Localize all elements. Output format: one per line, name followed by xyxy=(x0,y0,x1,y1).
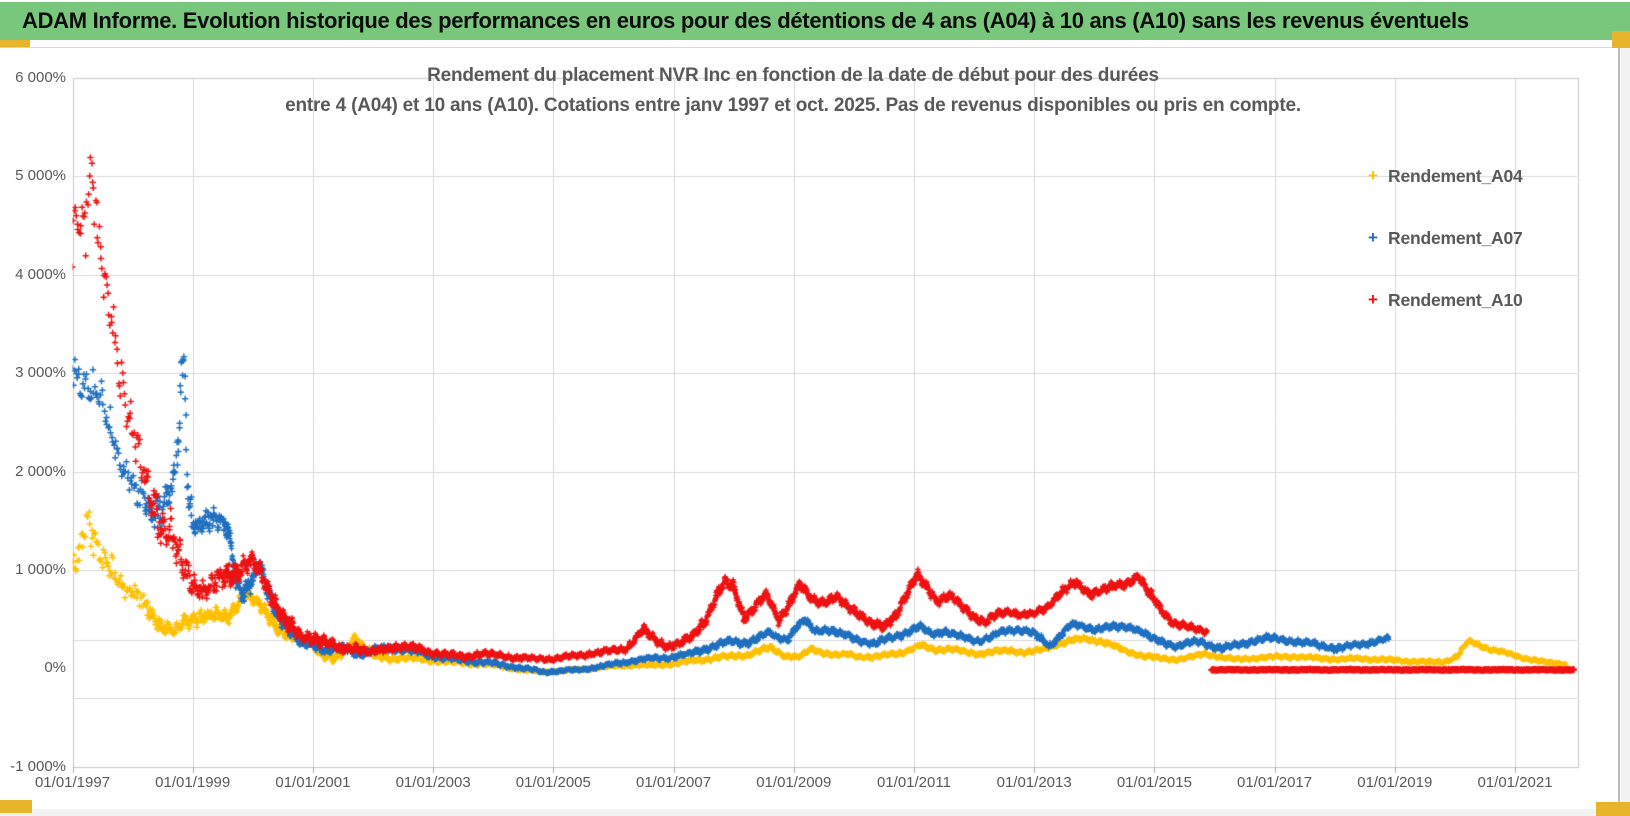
x-axis-tick-label: 01/01/2011 xyxy=(876,774,951,791)
chart-title: Rendement du placement NVR Inc en foncti… xyxy=(0,61,1586,121)
plus-marker-icon: + xyxy=(1368,290,1378,309)
y-axis-tick-label: 6 000% xyxy=(15,69,66,87)
x-axis-tick-label: 01/01/2007 xyxy=(635,774,712,791)
x-axis-tick-label: 01/01/2005 xyxy=(515,774,591,791)
x-axis-tick-label: 01/01/1997 xyxy=(34,774,111,791)
x-axis-tick-label: 01/01/2009 xyxy=(756,774,832,791)
x-axis-tick-label: 01/01/2003 xyxy=(395,774,471,791)
y-axis-tick-label: -1 000% xyxy=(10,757,66,775)
y-axis-tick-label: 2 000% xyxy=(15,462,66,480)
plus-marker-icon: + xyxy=(1368,166,1378,185)
x-axis-tick-label: 01/01/2017 xyxy=(1237,774,1313,791)
selection-handle-top-right[interactable] xyxy=(1612,31,1630,48)
legend-item-a10[interactable]: + Rendement_A10 xyxy=(1368,289,1523,310)
x-axis-tick-label: 01/01/2001 xyxy=(275,774,351,791)
y-axis-tick-label: 5 000% xyxy=(15,167,66,185)
y-axis-tick-label: 3 000% xyxy=(15,364,66,382)
x-axis-tick-label: 01/01/2019 xyxy=(1357,774,1433,791)
y-axis-tick-label: 1 000% xyxy=(15,561,66,579)
x-axis-tick-label: 01/01/2021 xyxy=(1477,774,1553,791)
legend-item-a04[interactable]: + Rendement_A04 xyxy=(1368,165,1523,186)
chart-title-line1: Rendement du placement NVR Inc en foncti… xyxy=(427,65,1159,86)
y-axis-tick-label: 4 000% xyxy=(15,265,66,283)
plus-marker-icon: + xyxy=(1368,228,1378,247)
selection-handle-bottom-left[interactable] xyxy=(0,800,32,813)
x-axis-tick-label: 01/01/2013 xyxy=(996,774,1072,791)
selection-handle-top-left[interactable] xyxy=(0,40,30,47)
legend-item-a07[interactable]: + Rendement_A07 xyxy=(1368,227,1523,248)
x-axis-tick-label: 01/01/2015 xyxy=(1116,774,1192,791)
x-axis-tick-label: 01/01/1999 xyxy=(155,774,231,791)
chart-title-line2: entre 4 (A04) et 10 ans (A10). Cotations… xyxy=(285,95,1301,116)
legend: + Rendement_A04 + Rendement_A07 + Rendem… xyxy=(1368,156,1523,342)
selection-handle-bottom-right[interactable] xyxy=(1596,802,1630,816)
y-axis-tick-label: 0% xyxy=(44,659,66,677)
